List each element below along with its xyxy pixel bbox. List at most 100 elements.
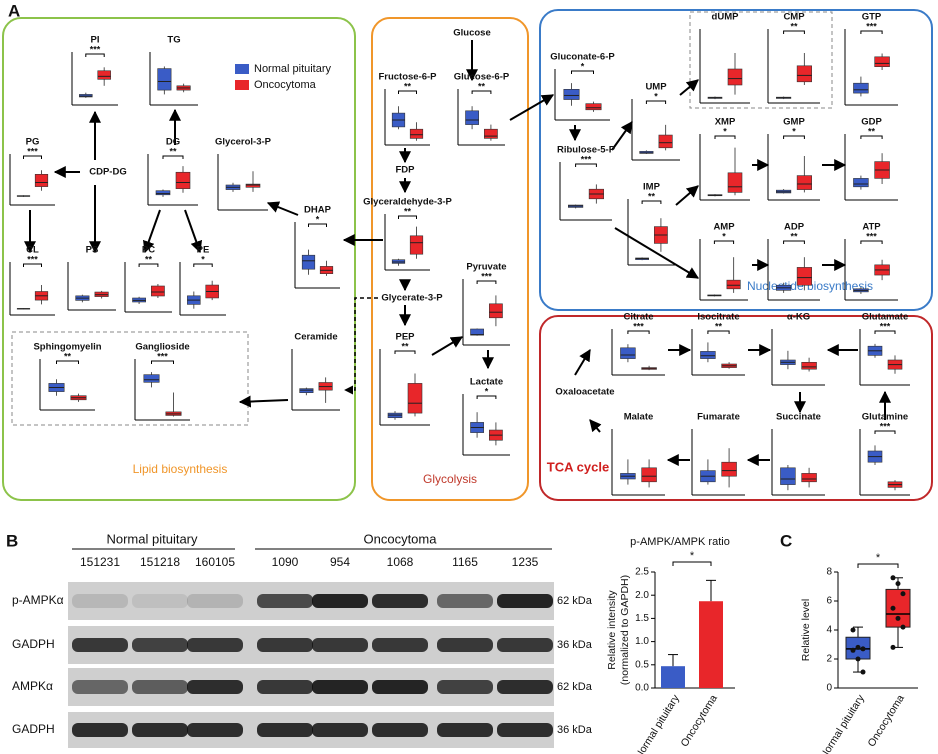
point bbox=[900, 624, 906, 630]
box bbox=[727, 68, 743, 86]
metabolite-label: Glycerate-3-P bbox=[381, 293, 443, 304]
box bbox=[885, 588, 911, 628]
pathway-label: Lipid biosynthesis bbox=[133, 462, 228, 476]
metabolite-label: AMP bbox=[713, 222, 735, 233]
sig-label: *** bbox=[157, 351, 168, 361]
sig-bracket bbox=[394, 350, 416, 354]
sig-bracket bbox=[860, 240, 883, 244]
box bbox=[489, 303, 503, 319]
x-tick-label: Oncocytoma bbox=[678, 693, 719, 749]
lane-label: 1235 bbox=[512, 555, 539, 569]
metabolite-label: CDP-DG bbox=[89, 167, 126, 178]
lipid-frame bbox=[2, 17, 356, 501]
arrow bbox=[344, 297, 378, 395]
metabolite-label: PS bbox=[86, 245, 99, 256]
metabolite-label: CL bbox=[26, 245, 39, 256]
point bbox=[860, 646, 866, 652]
metabolite-label: Pyruvate bbox=[466, 262, 506, 273]
group-box bbox=[689, 11, 833, 109]
sig-label: * bbox=[654, 91, 658, 101]
sig-bracket bbox=[874, 330, 896, 334]
sig-label: *** bbox=[880, 421, 891, 431]
point bbox=[895, 581, 901, 587]
sig-bracket bbox=[783, 135, 805, 139]
blot-band bbox=[257, 594, 313, 608]
bar bbox=[699, 601, 723, 688]
box bbox=[641, 467, 657, 483]
arrow bbox=[589, 419, 602, 433]
sig-label: * bbox=[201, 254, 205, 264]
box bbox=[409, 235, 424, 255]
arrow bbox=[238, 395, 289, 408]
metabolite-label: PI bbox=[91, 35, 100, 46]
sig-bracket bbox=[783, 240, 805, 244]
lane-label: 954 bbox=[330, 555, 350, 569]
row-label: GADPH bbox=[12, 637, 55, 651]
sig-bracket bbox=[23, 263, 42, 267]
chart-title: p-AMPK/AMPK ratio bbox=[630, 536, 730, 548]
metabolite-label: ATP bbox=[862, 222, 881, 233]
metabolite-label: Ganglioside bbox=[135, 342, 189, 353]
legend-label: Oncocytoma bbox=[254, 79, 317, 91]
sig-bracket bbox=[398, 90, 417, 94]
metabolite-label: Glucose bbox=[453, 28, 491, 39]
arrow bbox=[679, 79, 699, 96]
blot-band bbox=[437, 638, 493, 652]
sig-label: * bbox=[723, 126, 727, 136]
sig-bracket bbox=[627, 330, 650, 334]
box bbox=[151, 285, 165, 297]
sig-label: *** bbox=[866, 231, 877, 241]
box bbox=[563, 89, 580, 100]
lane-label: 1090 bbox=[272, 555, 299, 569]
metabolite-label: UMP bbox=[645, 82, 667, 93]
sig-bracket bbox=[645, 100, 667, 104]
arrow bbox=[614, 227, 700, 279]
metabolite-label: GDP bbox=[861, 117, 882, 128]
y-tick-label: 4 bbox=[826, 625, 832, 636]
blot-band bbox=[497, 723, 553, 737]
glycolysis-frame bbox=[371, 17, 529, 501]
metabolite-label: Ceramide bbox=[294, 332, 337, 343]
sig-bracket bbox=[138, 263, 159, 267]
sig-bracket bbox=[707, 330, 730, 334]
box bbox=[801, 473, 817, 483]
box bbox=[726, 279, 741, 290]
metabolite-label: Fumarate bbox=[697, 412, 740, 423]
metabolite-label: Lactate bbox=[470, 377, 503, 388]
box bbox=[465, 110, 479, 125]
blot-band bbox=[312, 638, 368, 652]
sig-label: ** bbox=[401, 341, 409, 351]
box bbox=[639, 151, 654, 154]
blot-band bbox=[257, 680, 313, 694]
nucleotide-frame bbox=[539, 9, 933, 311]
box bbox=[157, 68, 172, 91]
metabolite-label: TG bbox=[167, 35, 180, 46]
group-label: Normal pituitary bbox=[106, 531, 198, 546]
blot-band bbox=[187, 723, 243, 737]
sig-label: *** bbox=[633, 321, 644, 331]
blot-band bbox=[372, 638, 428, 652]
box bbox=[470, 328, 484, 336]
sig-bracket bbox=[860, 30, 883, 34]
box bbox=[143, 374, 160, 383]
lane-label: 160105 bbox=[195, 555, 235, 569]
box bbox=[853, 82, 869, 94]
lane-label: 1068 bbox=[387, 555, 414, 569]
metabolite-label: IMP bbox=[643, 182, 661, 193]
point bbox=[855, 644, 861, 650]
y-axis-label: (normalized to GAPDH) bbox=[619, 575, 631, 685]
x-tick-label: Normal pituitary bbox=[818, 692, 868, 754]
blot-band bbox=[187, 638, 243, 652]
metabolite-label: Ribulose-5-P bbox=[557, 145, 616, 156]
sig-label: ** bbox=[169, 146, 177, 156]
box bbox=[484, 128, 498, 139]
arrow bbox=[574, 348, 591, 376]
legend-swatch bbox=[235, 80, 249, 90]
sig-label: ** bbox=[404, 81, 412, 91]
metabolite-label: XMP bbox=[715, 117, 736, 128]
sig-label: ** bbox=[868, 126, 876, 136]
box bbox=[34, 174, 49, 187]
bar bbox=[661, 666, 685, 688]
box bbox=[155, 190, 171, 196]
point bbox=[895, 615, 901, 621]
